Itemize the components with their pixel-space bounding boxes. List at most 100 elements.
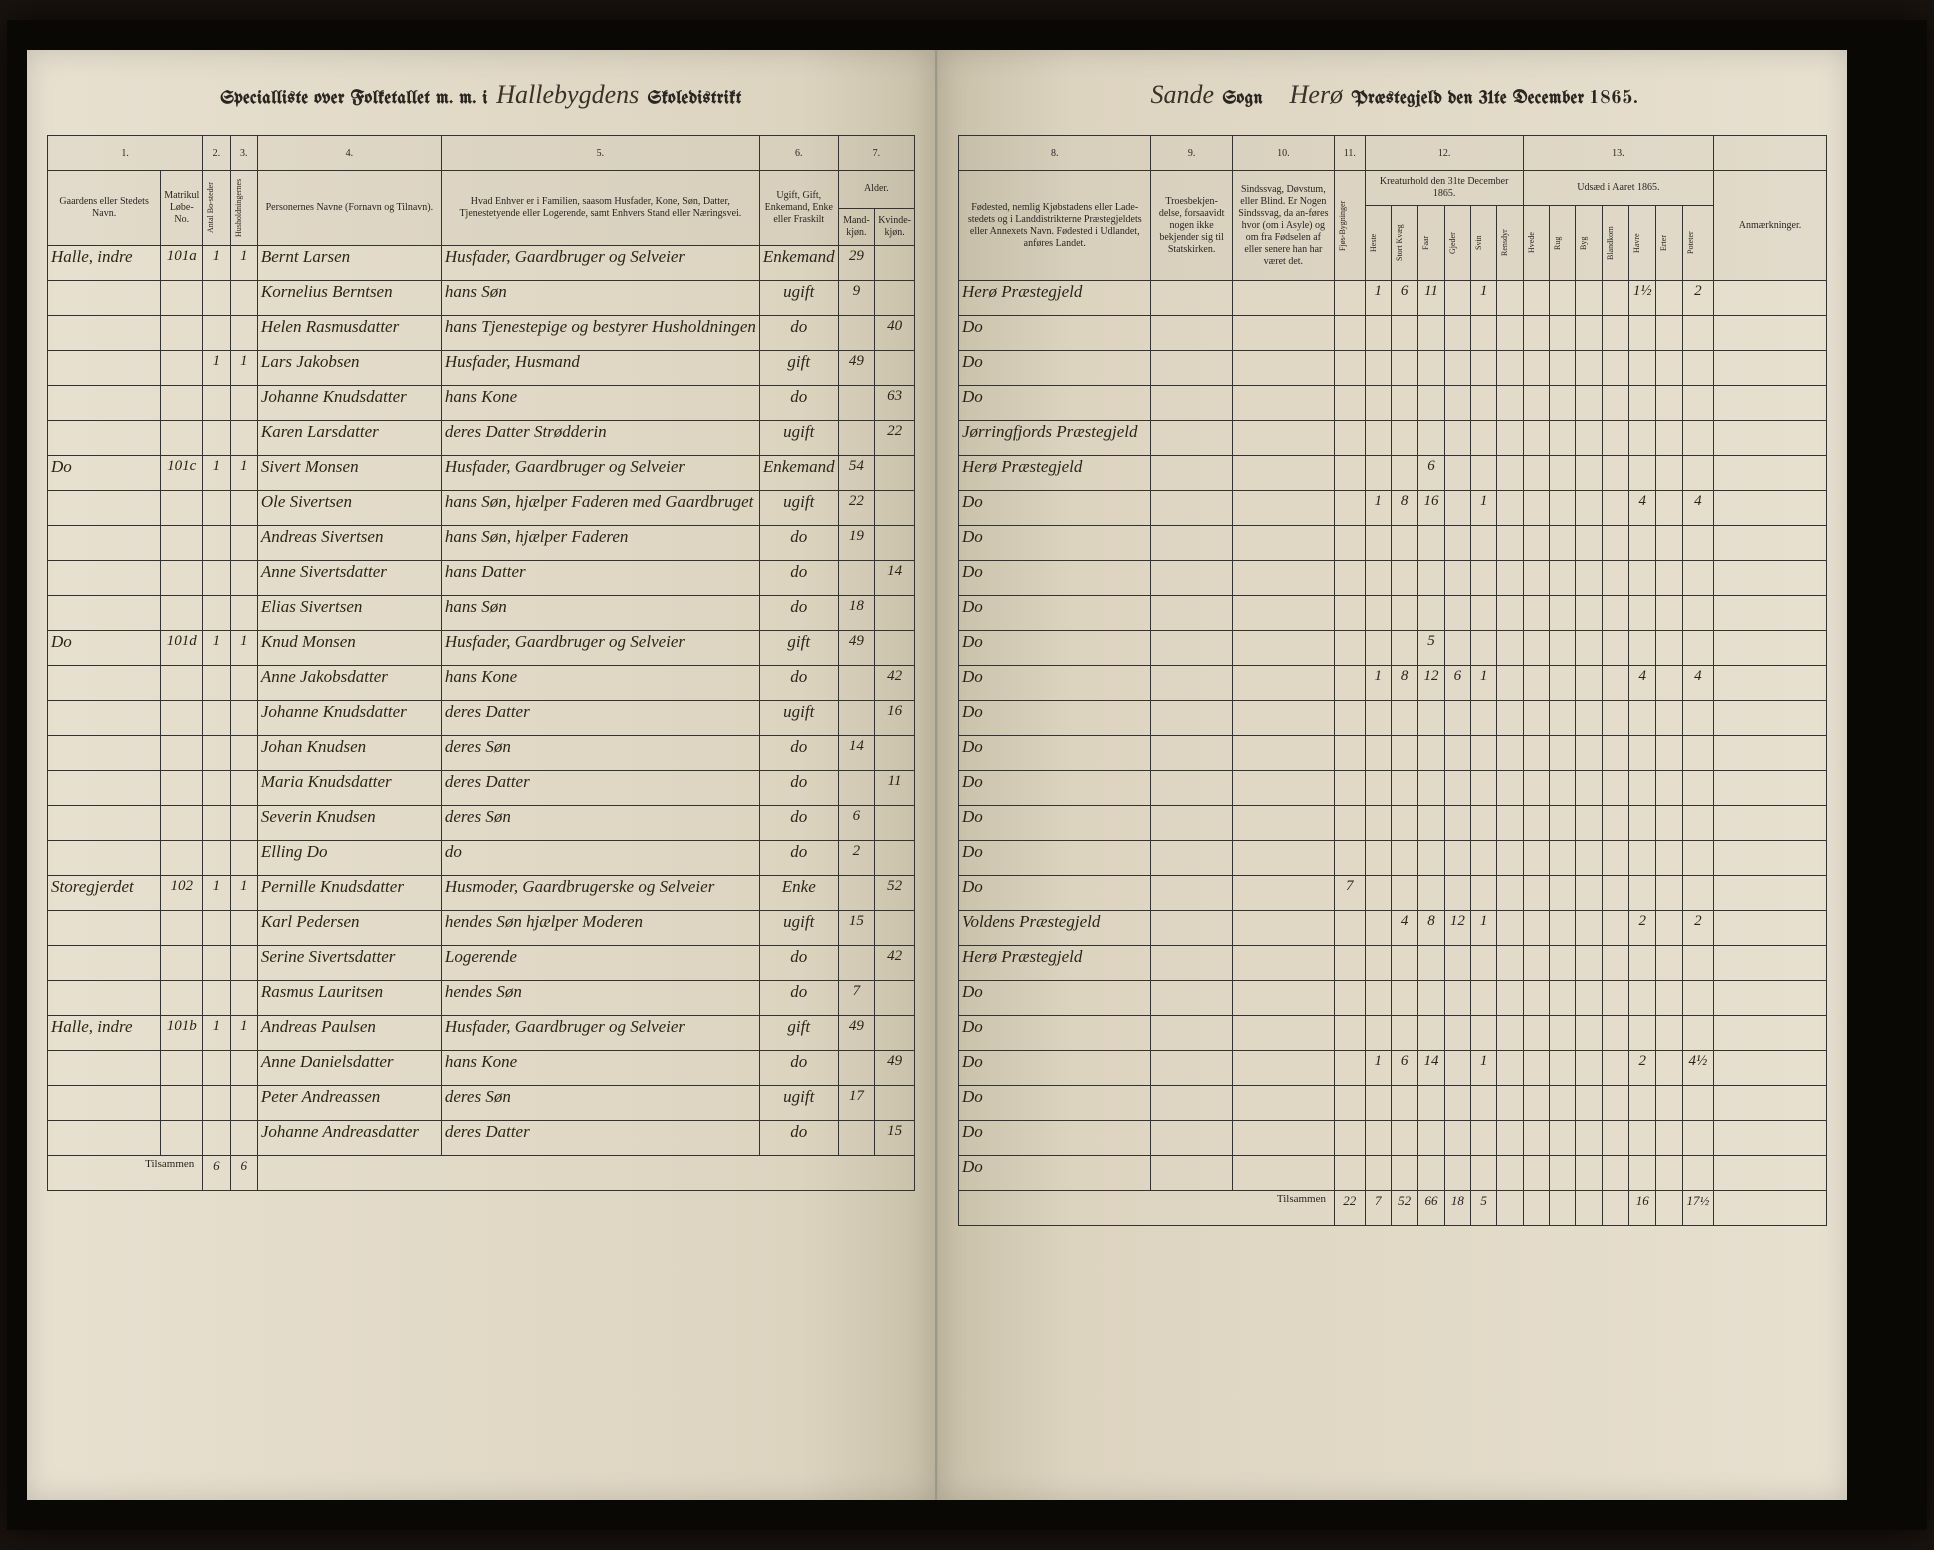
cell-m: 17 (838, 1086, 875, 1121)
cell-birth: Do (959, 1156, 1151, 1191)
cell-m (838, 421, 875, 456)
cell-faith (1151, 456, 1232, 491)
cell-name: Knud Monsen (257, 631, 441, 666)
cell-mat (161, 1121, 203, 1156)
cell-remarks (1714, 1156, 1827, 1191)
cell-po (1682, 316, 1713, 351)
cell-he (1365, 771, 1391, 806)
cell-er (1656, 351, 1682, 386)
cell-po (1682, 631, 1713, 666)
cell-gj: 12 (1444, 911, 1470, 946)
cell-ha: 2 (1629, 911, 1656, 946)
cell-remarks (1714, 351, 1827, 386)
cell-sv (1471, 841, 1497, 876)
cell-by (1576, 631, 1602, 666)
cell-name: Anne Jakobsdatter (257, 666, 441, 701)
cell-faith (1151, 946, 1232, 981)
cell-hv (1523, 666, 1549, 701)
table-row: Maria Knudsdatterderes Datterdo11 (48, 771, 915, 806)
cell-by (1576, 526, 1602, 561)
cell-sv (1471, 1156, 1497, 1191)
cell-er (1656, 561, 1682, 596)
cell-er (1656, 281, 1682, 316)
cell-mat (161, 771, 203, 806)
cell-mat (161, 841, 203, 876)
left-page: Specialliste over Folketallet m. m. i Ha… (27, 50, 937, 1500)
h-livestock: Kreaturhold den 31te December 1865. (1365, 171, 1523, 206)
cell-b (203, 281, 230, 316)
cell-place (48, 281, 161, 316)
cell-by (1576, 981, 1602, 1016)
cell-re (1497, 666, 1523, 701)
cell-mat (161, 316, 203, 351)
ft-ru (1550, 1191, 1576, 1226)
cell-remarks (1714, 491, 1827, 526)
cell-re (1497, 841, 1523, 876)
cell-he (1365, 421, 1391, 456)
cell-h: 1 (230, 1016, 257, 1051)
cell-remarks (1714, 911, 1827, 946)
cell-ru (1550, 1086, 1576, 1121)
cell-ha (1629, 561, 1656, 596)
cell-by (1576, 806, 1602, 841)
cell-mat (161, 806, 203, 841)
cell-m (838, 386, 875, 421)
district-name: Hallebygdens (492, 80, 643, 109)
cell-role: hans Kone (441, 1051, 759, 1086)
table-row: Do (959, 806, 1827, 841)
cell-bl (1602, 456, 1628, 491)
ft-er (1656, 1191, 1682, 1226)
cell-hv (1523, 491, 1549, 526)
h-role: Hvad Enhver er i Familien, saasom Husfad… (441, 171, 759, 246)
cell-bl (1602, 631, 1628, 666)
cell-h (230, 1051, 257, 1086)
cell-b (203, 421, 230, 456)
cell-fa (1418, 1156, 1444, 1191)
ft-fa: 66 (1418, 1191, 1444, 1226)
cell-status: Enkemand (759, 246, 838, 281)
table-row: Do (959, 736, 1827, 771)
cell-b: 1 (203, 351, 230, 386)
cell-h (230, 806, 257, 841)
cell-faith (1151, 351, 1232, 386)
cell-name: Andreas Sivertsen (257, 526, 441, 561)
cell-hv (1523, 1016, 1549, 1051)
cell-bl (1602, 281, 1628, 316)
cell-kv: 4 (1391, 911, 1417, 946)
cell-remarks (1714, 386, 1827, 421)
cell-he (1365, 981, 1391, 1016)
table-row: Karen Larsdatterderes Datter Strødderinu… (48, 421, 915, 456)
cell-er (1656, 1086, 1682, 1121)
cell-re (1497, 316, 1523, 351)
cell-gj (1444, 701, 1470, 736)
table-row: Storegjerdet10211Pernille KnudsdatterHus… (48, 876, 915, 911)
cell-place (48, 806, 161, 841)
cell-role: deres Datter (441, 701, 759, 736)
cell-re (1497, 1156, 1523, 1191)
cell-gj (1444, 386, 1470, 421)
cell-f (1334, 736, 1365, 771)
cell-sv: 1 (1471, 666, 1497, 701)
cell-po (1682, 806, 1713, 841)
cell-ru (1550, 771, 1576, 806)
cell-f (1334, 666, 1365, 701)
cell-cond (1232, 771, 1334, 806)
cell-cond (1232, 596, 1334, 631)
cell-role: hans Kone (441, 386, 759, 421)
cell-ru (1550, 1051, 1576, 1086)
cell-fa (1418, 736, 1444, 771)
cell-er (1656, 1016, 1682, 1051)
cell-k: 14 (875, 561, 915, 596)
cell-remarks (1714, 946, 1827, 981)
cell-place (48, 771, 161, 806)
cell-f (1334, 386, 1365, 421)
cell-re (1497, 491, 1523, 526)
cell-k (875, 596, 915, 631)
cell-hv (1523, 1086, 1549, 1121)
cell-by (1576, 841, 1602, 876)
cell-ru (1550, 946, 1576, 981)
cell-fa (1418, 841, 1444, 876)
cell-ha (1629, 841, 1656, 876)
cell-by (1576, 596, 1602, 631)
cell-role: deres Søn (441, 806, 759, 841)
